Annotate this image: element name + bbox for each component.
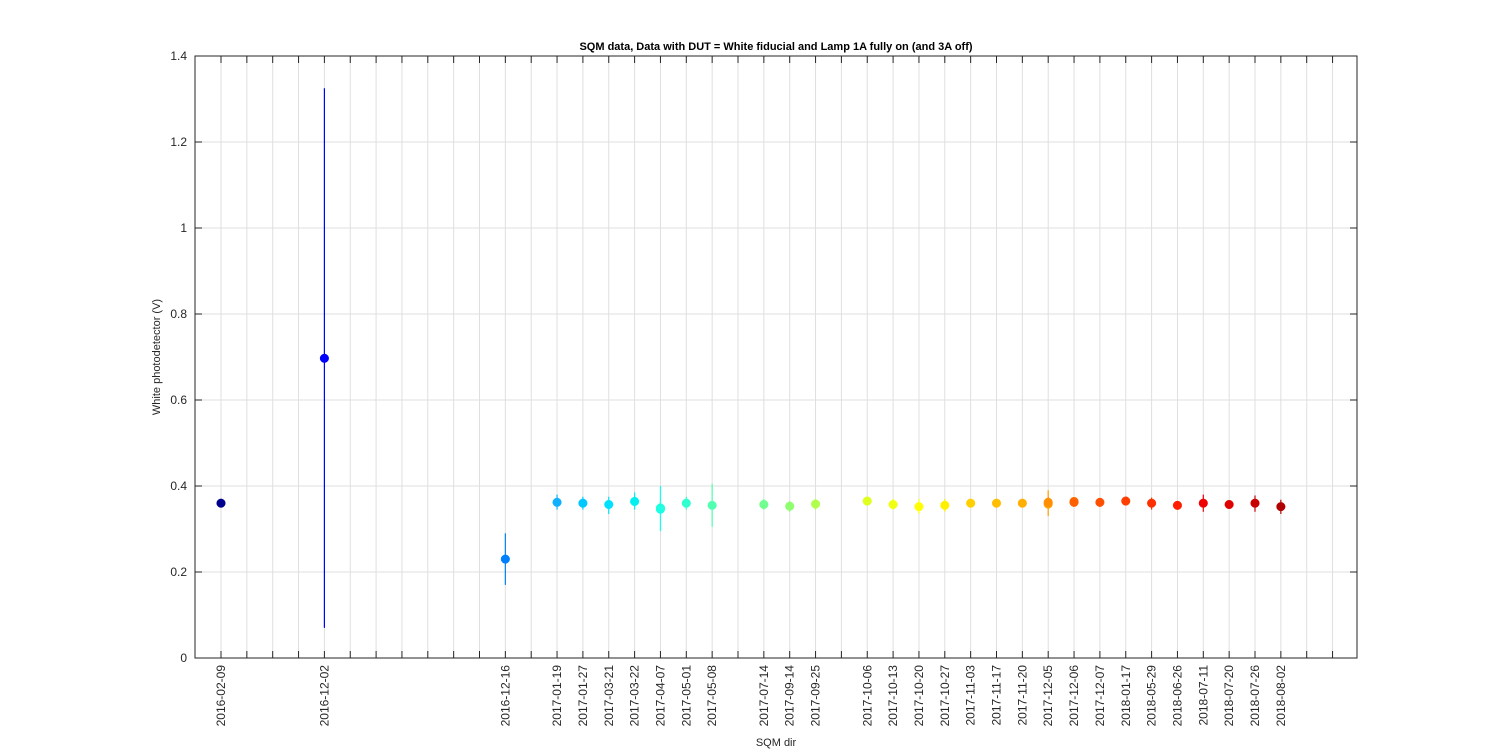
x-tick-label: 2017-03-21: [602, 665, 616, 727]
data-point: [862, 496, 872, 506]
data-point: [552, 497, 562, 507]
data-point: [785, 501, 795, 511]
x-tick-label: 2018-01-17: [1119, 665, 1133, 727]
x-tick-label: 2017-09-14: [783, 665, 797, 727]
y-tick-label: 0.4: [170, 479, 187, 493]
x-tick-label: 2017-03-22: [628, 665, 642, 727]
data-point: [1017, 498, 1027, 508]
y-tick-label: 1.2: [170, 135, 187, 149]
plot-area-background: [195, 56, 1357, 658]
x-tick-label: 2016-12-02: [317, 665, 331, 727]
x-axis-ticks: 2016-02-09 2016-12-02 2016-12-16 2017-01-19…: [214, 56, 1334, 727]
data-point: [811, 499, 821, 509]
data-point: [991, 498, 1002, 508]
data-point: [1121, 496, 1131, 506]
data-point: [630, 496, 640, 507]
data-point: [1095, 497, 1105, 507]
data-point: [940, 500, 950, 510]
data-point: [1069, 497, 1079, 507]
data-point: [681, 498, 691, 508]
data-point: [1224, 499, 1234, 510]
data-point: [759, 499, 769, 510]
data-point: [1250, 498, 1260, 508]
x-tick-label: 2017-09-25: [809, 665, 823, 727]
x-tick-label: 2018-07-11: [1196, 665, 1210, 726]
data-point: [1198, 498, 1208, 508]
x-tick-label: 2018-06-26: [1170, 665, 1184, 727]
data-point: [655, 503, 666, 513]
data-point: [216, 498, 226, 508]
x-tick-label: 2017-04-07: [653, 665, 667, 727]
data-point: [707, 500, 717, 510]
x-tick-label: 2018-07-26: [1248, 665, 1262, 727]
x-tick-label: 2017-01-19: [550, 665, 564, 727]
plot-area-frame: [194, 55, 1358, 659]
data-point: [1276, 502, 1286, 512]
x-tick-label: 2017-12-05: [1041, 665, 1055, 727]
data-point: [1172, 500, 1182, 510]
data-point: [319, 353, 329, 363]
data-point: [1147, 498, 1157, 508]
y-axis-label: White photodetector (V): [151, 299, 163, 415]
y-axis-ticks: 0 0.2 0.4 0.6 0.8 1 1.2 1.4: [170, 49, 1357, 665]
marker-layer: [216, 353, 1286, 564]
x-tick-label: 2017-10-13: [886, 665, 900, 727]
y-tick-label: 0: [180, 651, 187, 665]
y-tick-label: 0.8: [170, 307, 187, 321]
y-tick-label: 0.2: [170, 565, 187, 579]
data-point: [1043, 497, 1053, 507]
chart-title: SQM data, Data with DUT = White fiducial…: [579, 41, 972, 53]
x-tick-label: 2017-12-07: [1093, 665, 1107, 727]
x-tick-label: 2017-10-06: [860, 665, 874, 727]
x-tick-label: 2018-07-20: [1222, 665, 1236, 727]
data-point: [500, 554, 510, 564]
x-tick-label: 2016-12-16: [498, 665, 512, 727]
x-tick-label: 2018-05-29: [1145, 665, 1159, 727]
y-tick-label: 0.6: [170, 393, 187, 407]
x-tick-label: 2017-11-20: [1015, 665, 1029, 726]
x-tick-label: 2017-07-14: [757, 665, 771, 727]
data-point: [604, 499, 614, 510]
x-tick-label: 2017-01-27: [576, 665, 590, 727]
x-tick-label: 2017-05-01: [679, 665, 693, 727]
y-tick-label: 1.4: [170, 49, 187, 63]
data-point: [578, 498, 588, 508]
x-tick-label: 2017-12-06: [1067, 665, 1081, 727]
x-tick-label: 2017-11-17: [990, 665, 1004, 726]
x-tick-label: 2017-10-20: [912, 665, 926, 727]
y-tick-label: 1: [180, 221, 187, 235]
x-tick-label: 2017-11-03: [964, 665, 978, 726]
data-point: [914, 502, 924, 512]
x-tick-label: 2017-05-08: [705, 665, 719, 727]
data-point: [888, 499, 898, 510]
x-tick-label: 2018-08-02: [1274, 665, 1288, 727]
x-tick-label: 2017-10-27: [938, 665, 952, 727]
data-point: [966, 498, 976, 508]
x-tick-label: 2016-02-09: [214, 665, 228, 727]
x-axis-label: SQM dir: [756, 737, 797, 749]
